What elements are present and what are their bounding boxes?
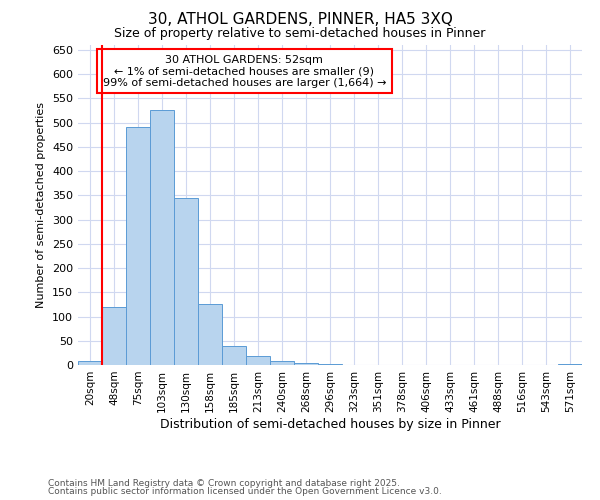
Text: Contains public sector information licensed under the Open Government Licence v3: Contains public sector information licen… (48, 487, 442, 496)
Bar (78, 360, 102, 365)
Bar (126, 128, 150, 365)
Text: 30 ATHOL GARDENS: 52sqm
← 1% of semi-detached houses are smaller (9)
99% of semi: 30 ATHOL GARDENS: 52sqm ← 1% of semi-det… (103, 54, 386, 88)
Text: Contains HM Land Registry data © Crown copyright and database right 2025.: Contains HM Land Registry data © Crown c… (48, 479, 400, 488)
Bar (558, 364, 582, 365)
Bar (102, 307, 126, 365)
Bar (294, 362, 318, 365)
X-axis label: Distribution of semi-detached houses by size in Pinner: Distribution of semi-detached houses by … (160, 418, 500, 430)
Bar (270, 361, 294, 365)
Y-axis label: Number of semi-detached properties: Number of semi-detached properties (37, 102, 46, 308)
Bar (318, 364, 342, 365)
Text: Size of property relative to semi-detached houses in Pinner: Size of property relative to semi-detach… (115, 28, 485, 40)
Bar (150, 110, 174, 365)
Bar (174, 198, 198, 365)
Bar (198, 304, 222, 365)
Bar (246, 356, 270, 365)
Bar (222, 346, 246, 365)
Text: 30, ATHOL GARDENS, PINNER, HA5 3XQ: 30, ATHOL GARDENS, PINNER, HA5 3XQ (148, 12, 452, 28)
